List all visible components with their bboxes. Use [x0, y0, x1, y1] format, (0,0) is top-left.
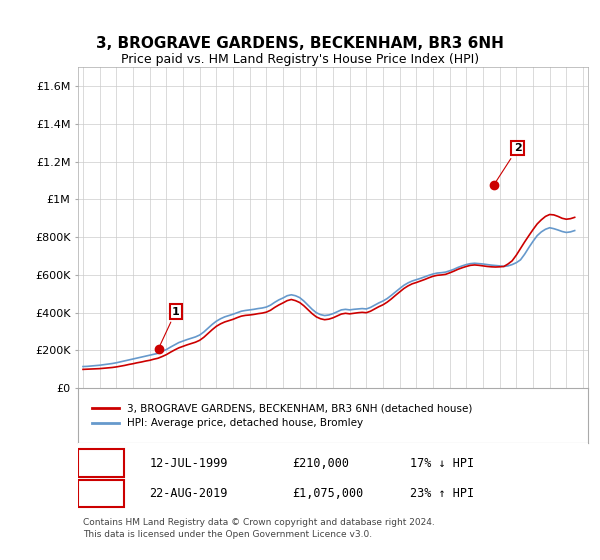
Text: 3, BROGRAVE GARDENS, BECKENHAM, BR3 6NH: 3, BROGRAVE GARDENS, BECKENHAM, BR3 6NH — [96, 36, 504, 52]
Text: 23% ↑ HPI: 23% ↑ HPI — [409, 487, 473, 500]
Text: £210,000: £210,000 — [292, 457, 349, 470]
FancyBboxPatch shape — [78, 450, 124, 477]
Text: 22-AUG-2019: 22-AUG-2019 — [149, 487, 228, 500]
Text: £1,075,000: £1,075,000 — [292, 487, 364, 500]
Text: Contains HM Land Registry data © Crown copyright and database right 2024.
This d: Contains HM Land Registry data © Crown c… — [83, 517, 435, 539]
Text: 1: 1 — [97, 457, 106, 470]
Legend: 3, BROGRAVE GARDENS, BECKENHAM, BR3 6NH (detached house), HPI: Average price, de: 3, BROGRAVE GARDENS, BECKENHAM, BR3 6NH … — [88, 399, 476, 432]
Text: 12-JUL-1999: 12-JUL-1999 — [149, 457, 228, 470]
Text: 17% ↓ HPI: 17% ↓ HPI — [409, 457, 473, 470]
FancyBboxPatch shape — [78, 480, 124, 507]
Text: 2: 2 — [495, 143, 521, 183]
Text: Price paid vs. HM Land Registry's House Price Index (HPI): Price paid vs. HM Land Registry's House … — [121, 53, 479, 66]
Text: 1: 1 — [160, 307, 179, 346]
Text: 2: 2 — [97, 487, 106, 500]
